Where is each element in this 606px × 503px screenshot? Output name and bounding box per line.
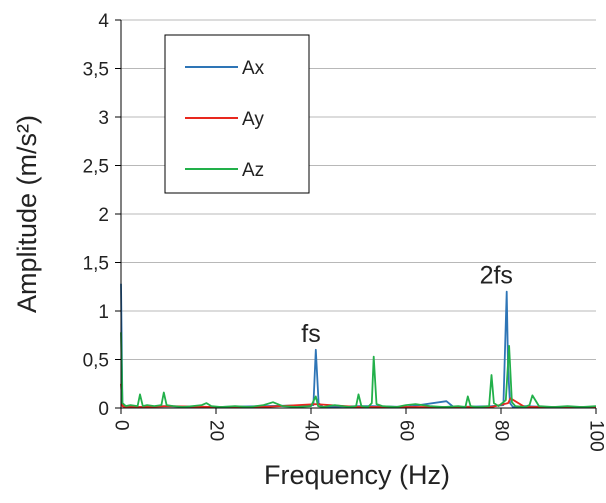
annotation-2fs: 2fs xyxy=(480,262,513,290)
legend-label-ay: Ay xyxy=(242,109,264,130)
x-tick-label: 40 xyxy=(301,420,322,441)
series-line-ax xyxy=(121,284,596,407)
y-tick-label: 3 xyxy=(98,108,109,129)
x-axis-title: Frequency (Hz) xyxy=(264,460,450,490)
legend: Ax Ay Az xyxy=(165,35,309,193)
y-tick-label: 0,5 xyxy=(83,351,109,372)
annotations: fs 2fs xyxy=(301,262,513,348)
legend-label-az: Az xyxy=(242,160,264,181)
series-line-az xyxy=(121,332,596,407)
y-tick-label: 1,5 xyxy=(83,254,109,275)
legend-label-ax: Ax xyxy=(242,58,265,79)
y-tick-labels: 0 0,5 1 1,5 2 2,5 3 3,5 4 xyxy=(83,11,110,420)
y-axis-title: Amplitude (m/s²) xyxy=(12,115,42,313)
y-tick-label: 2 xyxy=(98,205,109,226)
x-tick-label: 60 xyxy=(396,420,417,441)
x-tick-label: 100 xyxy=(586,420,606,452)
x-tick-labels: 0 20 40 60 80 100 xyxy=(111,420,606,452)
series-lines xyxy=(121,284,596,407)
y-tick-label: 0 xyxy=(98,399,109,420)
y-tick-label: 4 xyxy=(98,11,109,32)
annotation-fs: fs xyxy=(301,320,320,348)
x-tick-label: 0 xyxy=(111,420,132,431)
y-tick-label: 1 xyxy=(98,302,109,323)
y-tick-label: 2,5 xyxy=(83,157,109,178)
x-tick-label: 80 xyxy=(491,420,512,441)
y-tick-label: 3,5 xyxy=(83,60,109,81)
x-tick-label: 20 xyxy=(206,420,227,441)
